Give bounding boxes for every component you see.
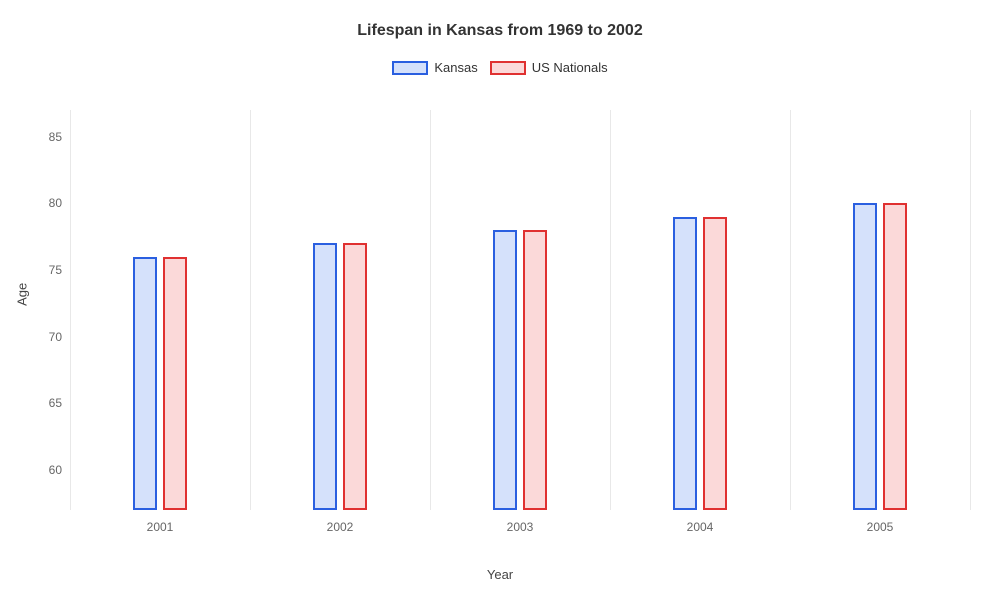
grid-line (610, 110, 611, 510)
x-tick-label: 2001 (147, 520, 174, 534)
legend-label-kansas: Kansas (434, 60, 477, 75)
bar (523, 230, 547, 510)
legend-swatch-us-nationals (490, 61, 526, 75)
grid-line (70, 110, 71, 510)
legend-swatch-kansas (392, 61, 428, 75)
plot-area: 60657075808520012002200320042005 (70, 110, 970, 510)
legend-label-us-nationals: US Nationals (532, 60, 608, 75)
x-axis-label: Year (487, 567, 513, 582)
y-tick-label: 80 (49, 196, 62, 210)
bar (343, 243, 367, 510)
chart-title: Lifespan in Kansas from 1969 to 2002 (0, 0, 1000, 40)
y-tick-label: 60 (49, 463, 62, 477)
bar (673, 217, 697, 510)
y-tick-label: 85 (49, 130, 62, 144)
bar (853, 203, 877, 510)
y-tick-label: 75 (49, 263, 62, 277)
legend-item-us-nationals: US Nationals (490, 60, 608, 75)
bar (313, 243, 337, 510)
y-axis-label: Age (15, 283, 30, 306)
y-tick-label: 65 (49, 396, 62, 410)
chart-container: Lifespan in Kansas from 1969 to 2002 Kan… (0, 0, 1000, 600)
grid-line (250, 110, 251, 510)
legend-item-kansas: Kansas (392, 60, 477, 75)
x-tick-label: 2005 (867, 520, 894, 534)
x-tick-label: 2003 (507, 520, 534, 534)
x-tick-label: 2002 (327, 520, 354, 534)
y-tick-label: 70 (49, 330, 62, 344)
bar (703, 217, 727, 510)
grid-line (430, 110, 431, 510)
bar (493, 230, 517, 510)
chart-legend: Kansas US Nationals (0, 60, 1000, 75)
grid-line (970, 110, 971, 510)
grid-line (790, 110, 791, 510)
bar (883, 203, 907, 510)
bar (133, 257, 157, 510)
bar (163, 257, 187, 510)
x-tick-label: 2004 (687, 520, 714, 534)
